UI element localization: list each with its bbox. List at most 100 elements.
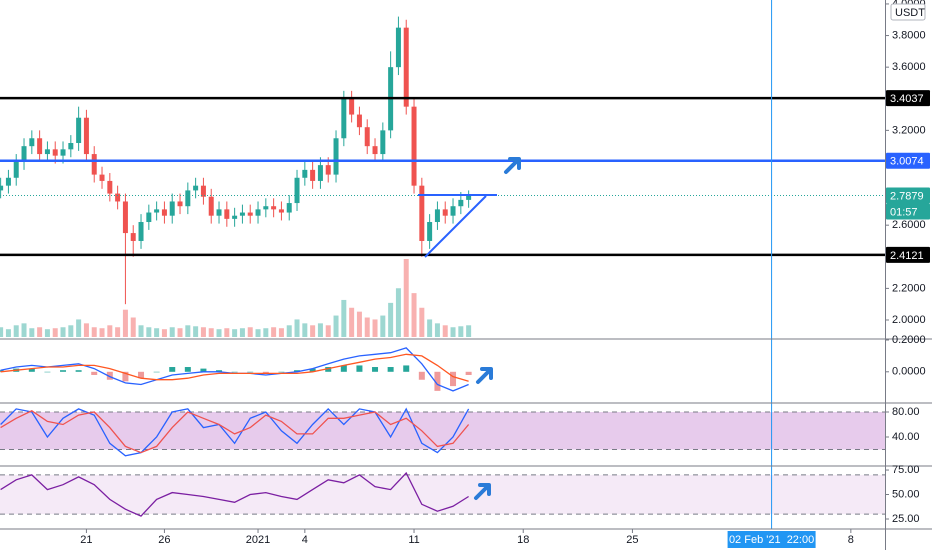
y-tick-label: 3.2000 — [892, 124, 926, 136]
volume-bar — [52, 328, 58, 337]
volume-bar — [161, 329, 167, 337]
y-tick-label: 3.8000 — [892, 29, 926, 41]
candle-body — [37, 138, 43, 155]
candle-body — [83, 117, 89, 155]
currency-label: USDT — [895, 7, 925, 19]
volume-bar — [325, 325, 331, 337]
x-tick-label: 18 — [517, 534, 529, 546]
histogram-bar — [184, 367, 191, 372]
x-tick-label: 11 — [408, 534, 419, 546]
countdown-label: 01:57 — [890, 206, 918, 218]
level-label: 2.4121 — [890, 250, 924, 262]
volume-bar — [372, 319, 378, 337]
band — [0, 412, 885, 450]
y-tick-label: 50.00 — [892, 488, 920, 500]
candle-body — [395, 27, 401, 68]
histogram-bar — [387, 367, 394, 372]
candle-body — [60, 149, 66, 156]
candle-body — [255, 209, 261, 216]
candle-body — [5, 177, 11, 186]
histogram-bar — [325, 367, 332, 372]
candle-body — [450, 206, 456, 216]
candle-body — [185, 190, 191, 207]
indicator-line — [0, 407, 470, 457]
candle-body — [458, 199, 464, 207]
candle-body — [115, 193, 121, 202]
candle-body — [232, 215, 238, 219]
volume-bar — [286, 325, 292, 337]
x-tick-label: 8 — [848, 534, 854, 546]
volume-bar — [138, 325, 144, 337]
histogram-bar — [294, 370, 301, 372]
candle-body — [310, 169, 316, 181]
x-tick-label: 4 — [302, 534, 308, 546]
volume-bar — [130, 317, 136, 337]
volume-bar — [169, 327, 175, 337]
volume-bar — [388, 302, 394, 337]
volume-bar — [427, 319, 433, 337]
volume-bar — [0, 327, 4, 337]
x-tick-label: 25 — [626, 534, 638, 546]
volume-bar — [302, 323, 308, 337]
candle-body — [0, 185, 4, 191]
candle-body — [13, 161, 19, 178]
y-tick-label: 25.00 — [892, 513, 920, 525]
histogram-bar — [28, 368, 35, 372]
y-tick-label: 80.00 — [892, 406, 920, 418]
y-tick-label: 2.0000 — [892, 314, 926, 326]
candle-body — [466, 195, 472, 200]
volume-bar — [122, 309, 128, 337]
arrow-icons — [474, 157, 521, 500]
histogram-bar — [169, 367, 176, 372]
volume-bar — [411, 293, 417, 337]
crosshair-label-box — [727, 531, 816, 548]
volume-bar — [341, 299, 347, 337]
candle-body — [411, 106, 417, 186]
histogram-bar — [450, 371, 457, 387]
histogram-bar — [91, 371, 98, 375]
histogram-bar — [403, 365, 410, 372]
y-tick-label: 0.0000 — [892, 366, 926, 378]
candle-body — [356, 114, 362, 128]
candle-body — [372, 146, 378, 155]
candle-body — [52, 149, 58, 156]
histogram-bar — [247, 371, 254, 373]
candle-body — [333, 138, 339, 175]
volume-bar — [224, 328, 230, 337]
candle-body — [325, 165, 331, 175]
indicator-line — [0, 347, 469, 392]
volume-bar — [21, 323, 27, 337]
candle-body — [146, 212, 152, 223]
candle-body — [161, 209, 167, 216]
histogram-bar — [138, 371, 145, 379]
histogram-bar — [231, 371, 238, 373]
volume-bar — [60, 327, 66, 337]
histogram-bar — [75, 370, 82, 372]
candle-body — [286, 203, 292, 213]
plot — [0, 0, 885, 529]
volume-bar — [395, 288, 401, 337]
histogram-bar — [0, 370, 4, 372]
candle-body — [403, 27, 409, 107]
volume-bar — [68, 325, 74, 337]
volume-bar — [216, 329, 222, 337]
y-tick-label: 0.2000 — [892, 334, 926, 346]
volume-bar — [154, 328, 160, 337]
volume-bar — [380, 315, 386, 337]
volume-bar — [255, 329, 261, 337]
countdown-label-box — [886, 203, 930, 220]
candle-body — [317, 165, 323, 181]
candle-body — [442, 209, 448, 216]
candle-body — [177, 201, 183, 207]
candle-body — [21, 146, 27, 162]
level-label-box — [886, 152, 930, 169]
last-price-label-box — [886, 187, 930, 204]
candle-body — [130, 233, 136, 241]
volume-bar — [99, 328, 105, 337]
histogram-bar — [309, 368, 316, 372]
candle-body — [122, 201, 128, 234]
triangle-drawing — [418, 194, 497, 258]
volume-bar — [271, 327, 277, 337]
histogram-bar — [44, 371, 51, 373]
